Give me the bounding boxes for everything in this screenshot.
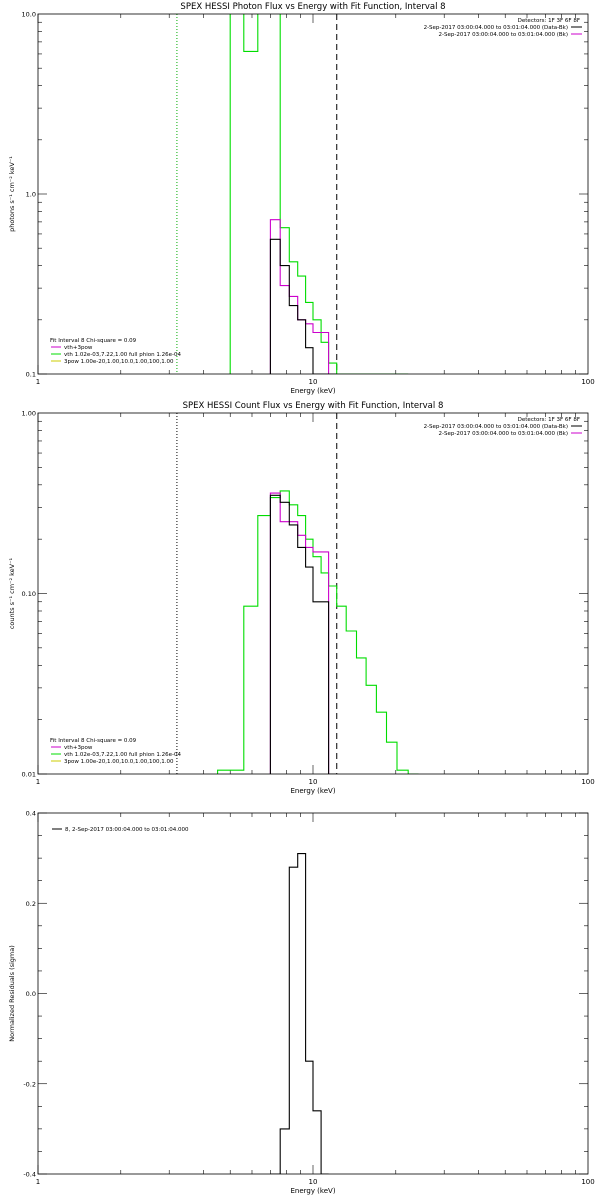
- legend-right-entry: 2-Sep-2017 03:00:04.000 to 03:01:04.000 …: [439, 431, 569, 437]
- y-tick-label: 0.01: [22, 771, 36, 779]
- y-axis-ticks: [38, 812, 588, 1175]
- detectors-label: Detectors: 1F 3F 6F 8F: [518, 417, 580, 423]
- plot-frame: [37, 412, 589, 775]
- residual-legend-entry: 8, 2-Sep-2017 03:00:04.000 to 03:01:04.0…: [65, 827, 189, 833]
- panel-3: 1 10 100 -0.4 -0.2 0.0 0.2 0.4 Energy (keV) Norma…: [8, 810, 595, 1196]
- x-tick-label: 10: [309, 1178, 318, 1186]
- x-tick-label: 100: [581, 778, 594, 786]
- y-tick-label: 0.2: [26, 900, 36, 908]
- y-tick-label: -0.4: [23, 1171, 36, 1179]
- x-tick-label: 10: [309, 778, 318, 786]
- x-tick-label: 1: [36, 1178, 40, 1186]
- series-step-line-1: [229, 14, 409, 374]
- y-tick-label: 1.00: [22, 410, 36, 418]
- detectors-label: Detectors: 1F 3F 6F 8F: [518, 18, 580, 24]
- plot-frame: [37, 812, 589, 1175]
- fit-legend-entry: vth+3pow: [64, 745, 93, 751]
- series-step-line-3: [269, 238, 337, 374]
- panel-2: SPEX HESSI Count Flux vs Energy with Fit…: [8, 401, 595, 795]
- fit-legend-title: Fit Interval 8 Chi-square = 0.09: [50, 338, 137, 344]
- x-tick-label: 100: [581, 1178, 594, 1186]
- y-axis-ticks: [38, 21, 588, 375]
- y-axis-label: counts s⁻¹ cm⁻² keV⁻¹: [8, 557, 16, 629]
- x-axis-ticks: [37, 813, 576, 1174]
- fit-legend-entry: vth+3pow: [64, 345, 93, 351]
- legend-right-entry: 2-Sep-2017 03:00:04.000 to 03:01:04.000 …: [424, 25, 568, 31]
- legend-right-entry: 2-Sep-2017 03:00:04.000 to 03:01:04.000 …: [424, 424, 568, 430]
- legend-right-entry: 2-Sep-2017 03:00:04.000 to 03:01:04.000 …: [439, 32, 569, 38]
- y-tick-label: 0.1: [26, 371, 36, 379]
- x-axis-label: Energy (keV): [290, 787, 335, 795]
- fit-legend-entry: vth 1.02e-03,7.22,1.00 full phion 1.26e-…: [64, 352, 181, 358]
- x-axis-label: Energy (keV): [290, 387, 335, 395]
- series-step-line-1: [270, 853, 329, 1174]
- y-tick-label: 10.0: [22, 11, 36, 19]
- y-axis-label: Normalized Residuals (sigma): [8, 945, 16, 1042]
- x-tick-label: 10: [309, 378, 318, 386]
- fit-legend-entry: 3pow 1.00e-20,1.00,10.0,1.00,100,1.00: [64, 759, 174, 765]
- fit-legend-entry: vth 1.02e-03,7.22,1.00 full phion 1.26e-…: [64, 752, 181, 758]
- series-step-line-2: [269, 492, 337, 774]
- y-tick-label: 0.0: [26, 990, 36, 998]
- x-tick-label: 100: [581, 378, 594, 386]
- y-tick-label: -0.2: [23, 1080, 36, 1088]
- y-tick-label: 1.0: [26, 191, 36, 199]
- x-tick-label: 1: [36, 778, 40, 786]
- chart-title: SPEX HESSI Photon Flux vs Energy with Fi…: [180, 2, 445, 12]
- chart-title: SPEX HESSI Count Flux vs Energy with Fit…: [183, 401, 444, 411]
- y-axis-label: photons s⁻¹ cm⁻² keV⁻¹: [8, 156, 16, 232]
- plot-frame: [37, 13, 589, 375]
- panel-1: SPEX HESSI Photon Flux vs Energy with Fi…: [8, 2, 595, 395]
- x-axis-label: Energy (keV): [290, 1187, 335, 1195]
- series-step-line-3: [269, 494, 337, 774]
- x-axis-ticks: [37, 14, 576, 374]
- x-axis-ticks: [37, 413, 576, 774]
- y-tick-label: 0.4: [26, 810, 36, 818]
- fit-legend-entry: 3pow 1.00e-20,1.00,10.0,1.00,100,1.00: [64, 359, 174, 365]
- fit-legend-title: Fit Interval 8 Chi-square = 0.09: [50, 738, 137, 744]
- y-tick-label: 0.10: [22, 590, 36, 598]
- series-step-line-1: [217, 490, 419, 774]
- x-tick-label: 1: [36, 378, 40, 386]
